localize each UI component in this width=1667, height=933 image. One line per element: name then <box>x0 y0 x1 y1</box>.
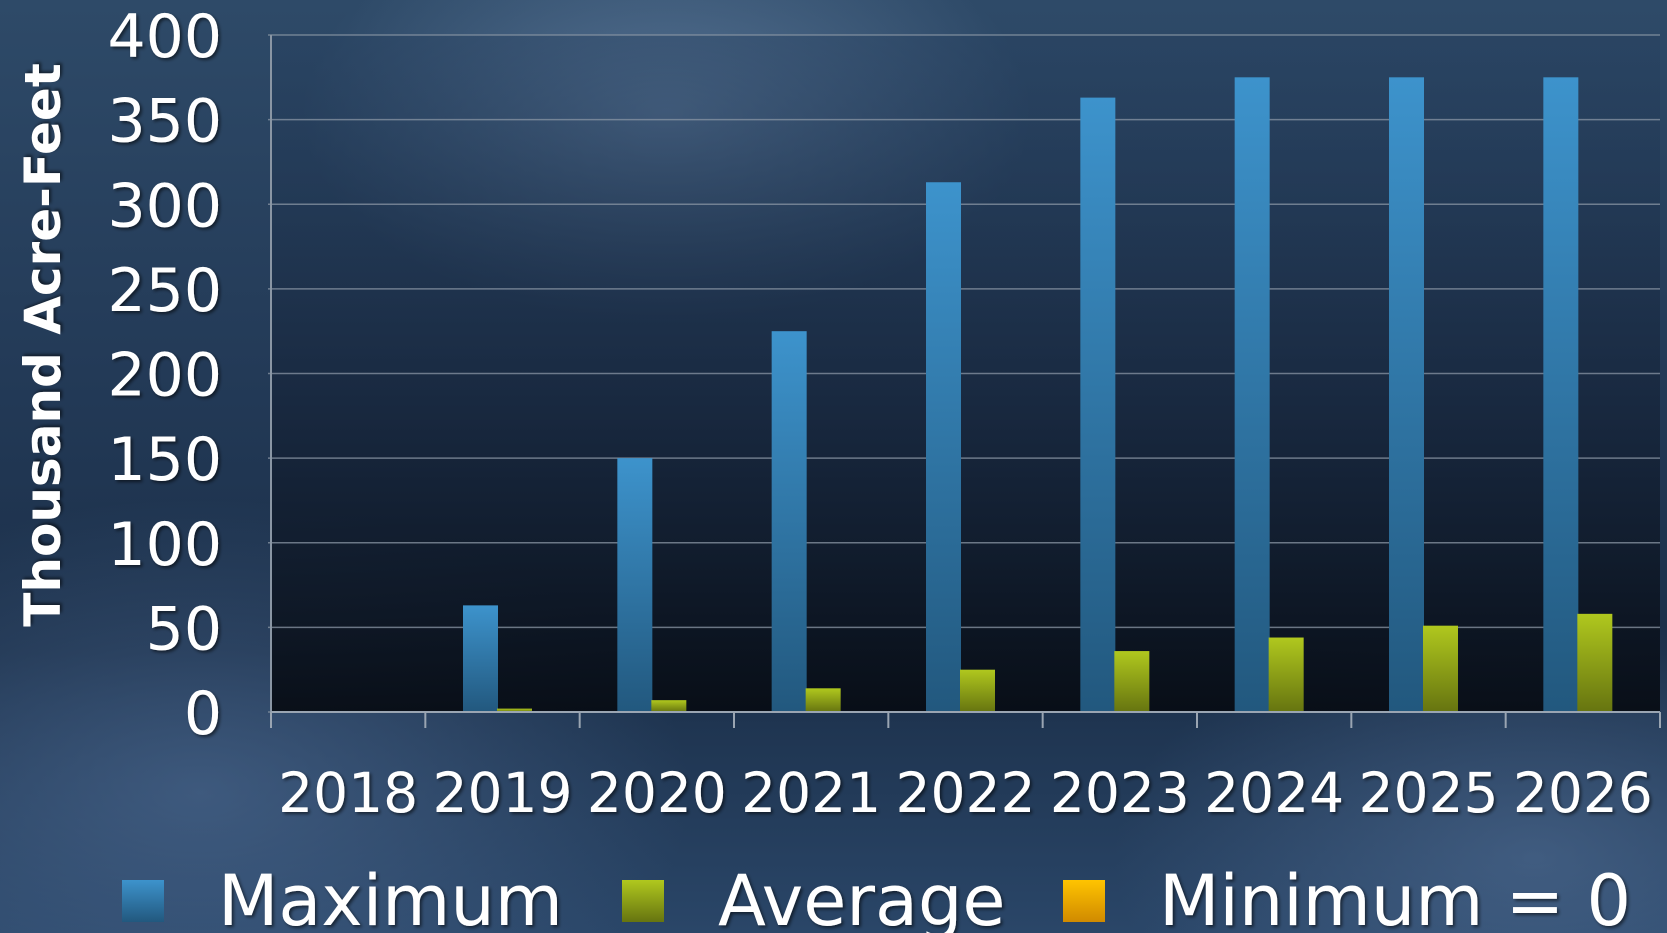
x-tick-label: 2020 <box>587 761 727 825</box>
legend-label-maximum: Maximum <box>218 860 563 933</box>
bar-average-2020 <box>651 700 687 712</box>
x-tick-label: 2024 <box>1204 761 1344 825</box>
y-tick-label: 0 <box>184 679 222 749</box>
legend-swatch-maximum <box>122 880 164 922</box>
y-tick-label: 200 <box>107 341 222 411</box>
bar-average-2021 <box>805 688 841 712</box>
y-tick-label: 100 <box>107 510 222 580</box>
bar-average-2023 <box>1114 651 1150 712</box>
y-tick-labels: 0 50 100 150 200 250 300 350 400 <box>107 2 222 749</box>
bar-maximum-2024 <box>1234 77 1270 712</box>
y-tick-label: 250 <box>107 256 222 326</box>
bar-average-2019 <box>497 708 532 712</box>
bars <box>463 77 1613 712</box>
bar-maximum-2025 <box>1389 77 1424 712</box>
legend-label-average: Average <box>718 860 1005 933</box>
y-tick-label: 350 <box>107 87 222 157</box>
x-tick-label: 2025 <box>1359 761 1499 825</box>
legend: Maximum Average Minimum = 0 <box>122 860 1631 933</box>
bar-maximum-2020 <box>617 458 653 712</box>
bar-maximum-2026 <box>1543 77 1579 712</box>
legend-swatch-minimum-0 <box>1063 880 1105 922</box>
bar-maximum-2022 <box>926 182 961 712</box>
y-tick-label: 50 <box>146 594 222 664</box>
x-tick-label: 2026 <box>1513 761 1653 825</box>
bar-average-2024 <box>1268 637 1304 712</box>
x-tick-label: 2021 <box>741 761 881 825</box>
legend-label-minimum-0: Minimum = 0 <box>1159 860 1631 933</box>
y-tick-label: 400 <box>107 2 222 72</box>
bar-average-2026 <box>1577 613 1613 712</box>
bar-maximum-2019 <box>463 605 498 712</box>
bar-maximum-2023 <box>1080 97 1116 712</box>
bar-maximum-2021 <box>771 331 807 712</box>
y-axis-label: Thousand Acre-Feet <box>14 63 72 626</box>
y-tick-label: 300 <box>107 171 222 241</box>
x-tick-label: 2023 <box>1050 761 1190 825</box>
x-tick-labels: 2018 2019 2020 2021 2022 2023 2024 2025 2026 <box>278 761 1653 825</box>
bar-average-2025 <box>1423 625 1458 712</box>
legend-swatch-average <box>622 880 664 922</box>
axes <box>270 35 1661 728</box>
x-tick-label: 2019 <box>433 761 573 825</box>
x-tick-label: 2018 <box>278 761 418 825</box>
bar-average-2022 <box>960 669 995 712</box>
y-tick-label: 150 <box>107 425 222 495</box>
x-tick-label: 2022 <box>896 761 1036 825</box>
